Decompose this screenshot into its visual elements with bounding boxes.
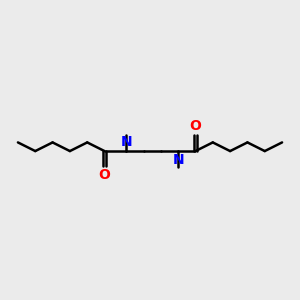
- Text: N: N: [172, 153, 184, 167]
- Text: N: N: [120, 135, 132, 149]
- Text: O: O: [99, 168, 110, 182]
- Text: O: O: [190, 119, 201, 133]
